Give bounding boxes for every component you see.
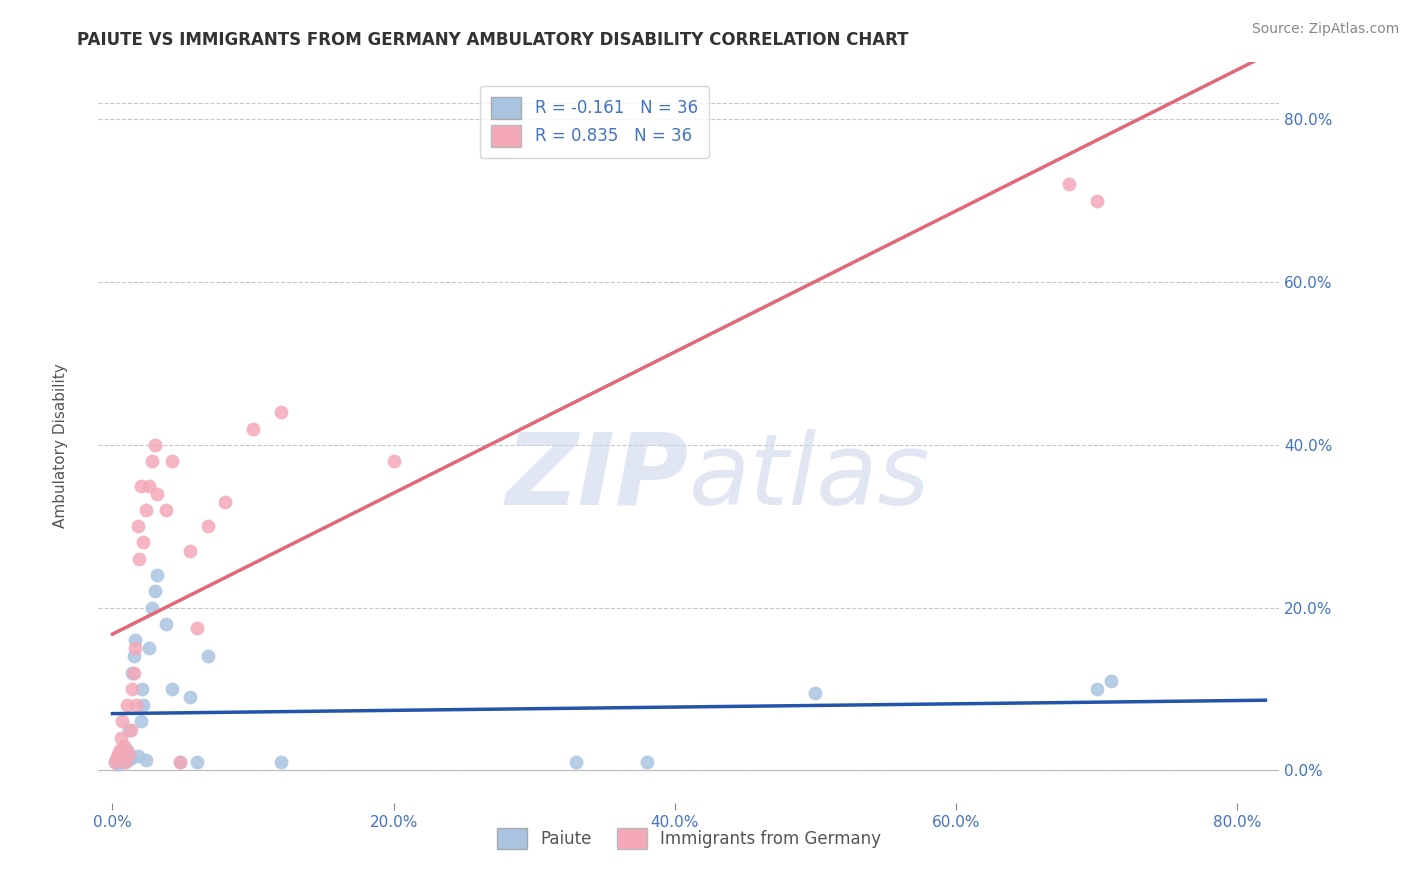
Point bbox=[118, 747, 141, 761]
Point bbox=[121, 681, 143, 696]
Point bbox=[105, 751, 128, 765]
Point bbox=[132, 698, 155, 713]
Point bbox=[135, 754, 157, 768]
Point bbox=[141, 600, 163, 615]
Point bbox=[138, 641, 160, 656]
Point bbox=[160, 681, 183, 696]
Point bbox=[104, 755, 127, 769]
Point bbox=[110, 754, 132, 768]
Point bbox=[129, 714, 152, 729]
Point bbox=[141, 454, 163, 468]
Point bbox=[169, 755, 191, 769]
Point bbox=[125, 698, 148, 713]
Text: Ambulatory Disability: Ambulatory Disability bbox=[53, 364, 69, 528]
Point bbox=[804, 686, 827, 700]
Point bbox=[115, 698, 138, 713]
Point bbox=[146, 486, 169, 500]
Point bbox=[118, 723, 141, 737]
Point bbox=[186, 621, 208, 635]
Point bbox=[1099, 673, 1122, 688]
Point bbox=[135, 503, 157, 517]
Point bbox=[120, 723, 142, 737]
Point bbox=[124, 641, 146, 656]
Point bbox=[114, 755, 136, 769]
Point bbox=[143, 584, 166, 599]
Point bbox=[160, 454, 183, 468]
Point bbox=[111, 714, 134, 729]
Point bbox=[155, 616, 177, 631]
Point bbox=[1085, 194, 1108, 208]
Point bbox=[382, 454, 405, 468]
Point bbox=[121, 665, 143, 680]
Point bbox=[108, 743, 131, 757]
Point bbox=[565, 755, 588, 769]
Point bbox=[143, 438, 166, 452]
Point bbox=[127, 748, 149, 763]
Point bbox=[146, 568, 169, 582]
Point bbox=[114, 755, 136, 769]
Point bbox=[197, 519, 219, 533]
Text: ZIP: ZIP bbox=[506, 428, 689, 525]
Point bbox=[242, 421, 264, 435]
Point bbox=[122, 665, 145, 680]
Point bbox=[124, 633, 146, 648]
Point bbox=[197, 649, 219, 664]
Point bbox=[270, 405, 292, 419]
Point bbox=[120, 751, 142, 765]
Point bbox=[1085, 681, 1108, 696]
Legend: Paiute, Immigrants from Germany: Paiute, Immigrants from Germany bbox=[485, 816, 893, 861]
Point bbox=[111, 751, 134, 765]
Point bbox=[132, 535, 155, 549]
Point bbox=[108, 747, 131, 761]
Point bbox=[117, 754, 139, 768]
Text: Source: ZipAtlas.com: Source: ZipAtlas.com bbox=[1251, 22, 1399, 37]
Point bbox=[214, 495, 236, 509]
Point bbox=[115, 743, 138, 757]
Point bbox=[179, 543, 201, 558]
Point bbox=[169, 755, 191, 769]
Point bbox=[104, 755, 127, 769]
Point bbox=[179, 690, 201, 704]
Point bbox=[131, 681, 153, 696]
Point bbox=[107, 747, 129, 761]
Point bbox=[112, 748, 135, 763]
Point bbox=[112, 739, 135, 753]
Point bbox=[129, 478, 152, 492]
Point bbox=[110, 731, 132, 745]
Text: PAIUTE VS IMMIGRANTS FROM GERMANY AMBULATORY DISABILITY CORRELATION CHART: PAIUTE VS IMMIGRANTS FROM GERMANY AMBULA… bbox=[77, 31, 908, 49]
Point bbox=[186, 755, 208, 769]
Point bbox=[128, 551, 150, 566]
Point bbox=[138, 478, 160, 492]
Point bbox=[636, 755, 658, 769]
Point bbox=[127, 519, 149, 533]
Point bbox=[1057, 178, 1080, 192]
Text: atlas: atlas bbox=[689, 428, 931, 525]
Point bbox=[155, 503, 177, 517]
Point bbox=[105, 751, 128, 765]
Point bbox=[107, 756, 129, 771]
Point bbox=[270, 755, 292, 769]
Point bbox=[122, 649, 145, 664]
